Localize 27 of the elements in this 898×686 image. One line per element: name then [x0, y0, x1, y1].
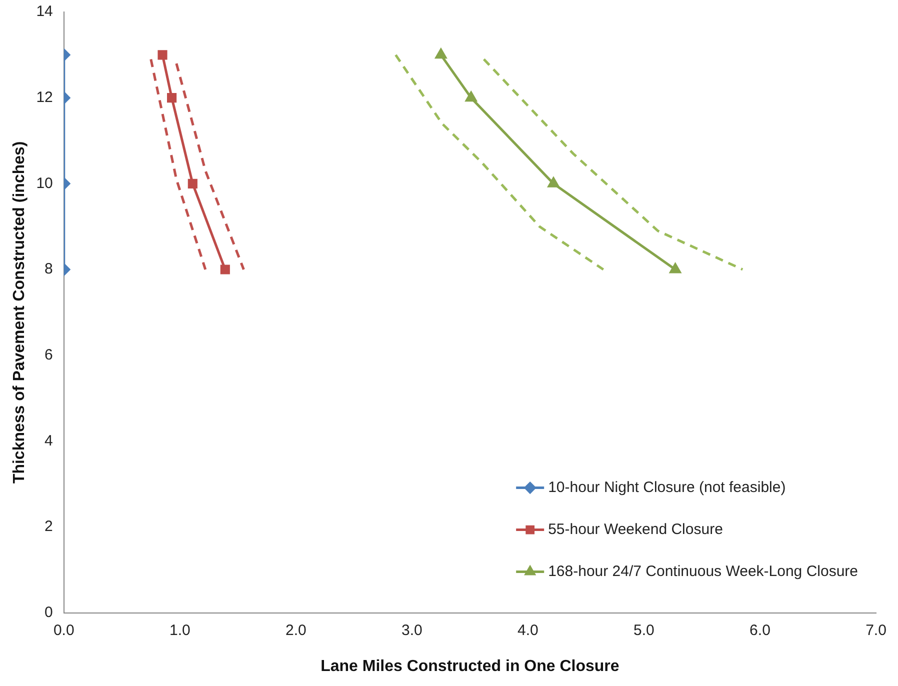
legend-label: 10-hour Night Closure (not feasible) [548, 478, 786, 496]
y-tick-label: 2 [44, 518, 53, 536]
legend-label: 55-hour Weekend Closure [548, 520, 723, 538]
y-axis-title: Thickness of Pavement Constructed (inches) [11, 141, 28, 484]
line-series [394, 54, 605, 271]
y-tick-label: 0 [44, 604, 53, 621]
line-series [482, 58, 744, 271]
point [466, 92, 477, 102]
point [435, 48, 447, 59]
point [548, 177, 560, 188]
y-tick-label: 8 [44, 260, 53, 278]
x-tick-label: 1.0 [169, 622, 190, 639]
x-tick-label: 6.0 [750, 622, 770, 639]
y-tick-label: 10 [36, 174, 53, 192]
x-tick-label: 3.0 [402, 622, 422, 639]
x-tick-label: 4.0 [518, 622, 538, 639]
y-tick-label: 12 [36, 88, 53, 106]
legend-label: 168-hour 24/7 Continuous Week-Long Closure [548, 562, 858, 580]
x-tick-label: 5.0 [634, 622, 654, 639]
point [670, 263, 681, 274]
x-axis-title: Lane Miles Constructed in One Closure [320, 658, 620, 675]
y-tick-label: 4 [44, 432, 53, 450]
x-tick-label: 0.0 [53, 622, 74, 639]
y-tick-label: 14 [36, 3, 53, 20]
y-tick-label: 6 [44, 346, 53, 364]
x-tick-label: 2.0 [285, 622, 306, 639]
x-tick-label: 7.0 [866, 622, 886, 639]
